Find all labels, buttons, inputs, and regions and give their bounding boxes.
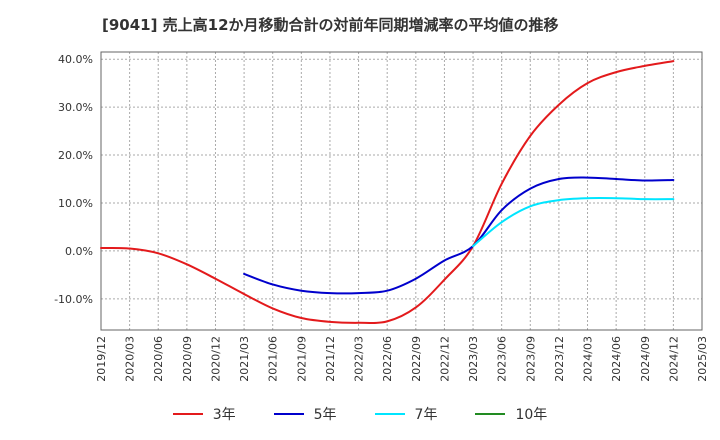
series-line-2 [243,176,675,295]
x-tick-label: 2022/09 [410,336,423,382]
legend-item: 5年 [273,404,337,424]
x-tick-label: 2023/09 [524,336,537,382]
x-tick-label: 2023/03 [467,336,480,382]
legend-label: 3年 [212,407,236,423]
y-tick-label: -10.0% [54,293,93,306]
y-tick-label: 40.0% [58,53,93,66]
chart-title: [9041] 売上高12か月移動合計の対前年同期増減率の平均値の推移 [102,16,559,34]
series-lines [100,60,675,325]
legend-item: 3年 [172,404,236,424]
x-tick-label: 2020/12 [209,336,222,382]
x-tick-label: 2024/09 [639,336,652,382]
x-tick-label: 2019/12 [95,336,108,382]
legend-label: 5年 [313,407,337,423]
y-tick-label: 20.0% [58,149,93,162]
plot-frame [100,51,703,331]
legend-swatch [273,413,304,415]
x-tick-label: 2021/03 [238,336,251,382]
x-tick-label: 2020/03 [124,336,137,382]
y-tick-label: 30.0% [58,101,93,114]
x-tick-label: 2023/06 [496,336,509,382]
legend-item: 10年 [475,404,547,424]
x-tick-label: 2023/12 [553,336,566,382]
x-tick-label: 2021/09 [295,336,308,382]
x-tick-label: 2024/12 [667,336,680,382]
legend-swatch [374,413,405,415]
legend-swatch [172,413,203,415]
x-tick-label: 2020/09 [181,336,194,382]
x-tick-label: 2022/03 [353,336,366,382]
legend-swatch [475,413,506,415]
series-line-1 [100,60,675,325]
x-tick-label: 2024/06 [610,336,623,382]
legend: 3年 5年 7年 10年 [0,404,720,424]
legend-label: 10年 [515,407,548,423]
y-tick-label: 10.0% [58,197,93,210]
legend-label: 7年 [414,407,438,423]
grid-lines [100,52,703,330]
x-tick-labels: 2019/12 2020/03 2020/06 2020/09 2020/12 2021/… [95,336,709,382]
x-tick-label: 2021/06 [267,336,280,382]
y-tick-labels: 40.0% 30.0% 20.0% 10.0% 0.0% -10.0% [54,53,93,306]
legend-item: 7年 [374,404,438,424]
x-tick-label: 2021/12 [324,336,337,382]
x-tick-label: 2024/03 [582,336,595,382]
y-tick-label: 0.0% [65,245,93,258]
series-line-3 [472,197,675,248]
x-tick-label: 2022/06 [381,336,394,382]
axes [100,51,703,331]
x-tick-label: 2022/12 [438,336,451,382]
x-tick-label: 2025/03 [696,336,709,382]
x-tick-label: 2020/06 [152,336,165,382]
